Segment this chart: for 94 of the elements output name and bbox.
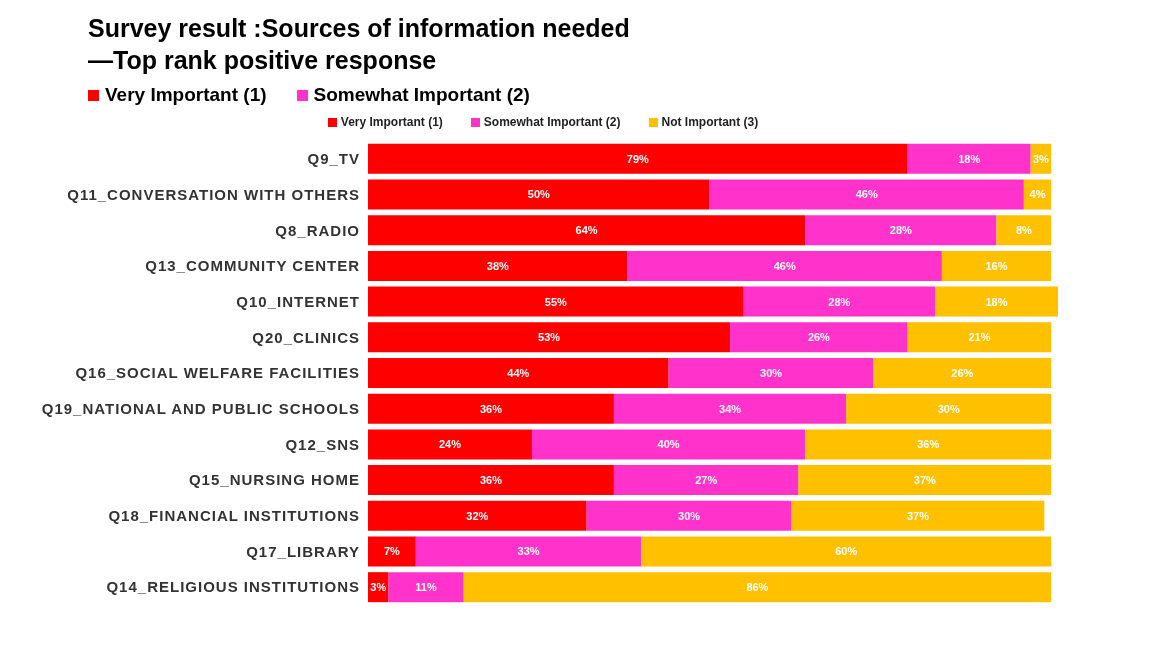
y-tick-label: Q16_SOCIAL WELFARE FACILITIES: [75, 364, 360, 382]
data-label: 60%: [835, 545, 858, 558]
bar: [531, 429, 806, 460]
bar: [368, 250, 628, 281]
bar: [907, 143, 1031, 174]
data-label: 11%: [415, 581, 437, 594]
y-tick-label: Q17_LIBRARY: [246, 542, 360, 560]
data-label: 8%: [1015, 224, 1033, 237]
data-label: 27%: [695, 473, 718, 486]
data-label: 38%: [486, 259, 510, 272]
data-label: 36%: [917, 438, 940, 451]
y-tick-label: Q15_NURSING HOME: [188, 471, 360, 489]
data-label: 79%: [626, 152, 650, 165]
y-tick-label: Q11_CONVERSATION WITH OTHERS: [67, 185, 360, 203]
legend-label: Somewhat Important (2): [482, 115, 621, 129]
y-tick-label: Q13_COMMUNITY CENTER: [145, 257, 360, 275]
bar: [941, 250, 1052, 281]
bar: [627, 250, 942, 281]
data-label: 40%: [657, 438, 680, 451]
bar: [368, 179, 710, 210]
chart-title: Survey result :Sources of information needed —Top rank positive response: [87, 13, 631, 76]
bar: [415, 536, 642, 567]
bar: [641, 536, 1052, 567]
bar: [730, 322, 908, 353]
data-label: 18%: [958, 152, 981, 165]
bar: [846, 393, 1052, 424]
y-tick-label: Q12_SNS: [285, 435, 360, 453]
bar: [368, 429, 532, 460]
bar: [463, 572, 1052, 603]
bar: [368, 393, 614, 424]
data-label: 32%: [466, 509, 489, 522]
data-label: 28%: [889, 224, 913, 237]
y-tick-label: Q10_INTERNET: [236, 292, 360, 310]
bar: [668, 358, 874, 389]
data-label: 36%: [479, 473, 503, 486]
data-label: 3%: [1032, 152, 1050, 165]
data-label: 7%: [383, 545, 401, 558]
legend-label: Not Important (3): [660, 115, 759, 129]
bar: [935, 286, 1058, 317]
data-label: 34%: [719, 402, 742, 415]
data-label: 53%: [538, 331, 561, 344]
bar: [586, 500, 792, 531]
data-label: 46%: [855, 188, 878, 201]
data-label: 24%: [438, 438, 462, 451]
bar: [368, 500, 587, 531]
data-label: 21%: [968, 331, 991, 344]
data-label: 18%: [985, 295, 1008, 308]
bar: [873, 358, 1052, 389]
y-tick-label: Q18_FINANCIAL INSTITUTIONS: [108, 507, 360, 525]
data-label: 36%: [479, 402, 503, 415]
text: Very Important (1): [104, 84, 267, 106]
data-label: 16%: [985, 259, 1008, 272]
data-label: 30%: [678, 509, 701, 522]
bar: [743, 286, 936, 317]
data-label: 50%: [527, 188, 551, 201]
y-tick-label: Q19_NATIONAL AND PUBLIC SCHOOLS: [41, 400, 360, 418]
bar: [368, 215, 806, 246]
data-label: 64%: [575, 224, 598, 237]
data-label: 37%: [906, 509, 930, 522]
bar: [709, 179, 1024, 210]
data-label: 33%: [517, 545, 540, 558]
data-label: 44%: [507, 366, 530, 379]
data-label: 28%: [828, 295, 851, 308]
data-label: 46%: [773, 259, 796, 272]
bar: [805, 215, 997, 246]
bar: [368, 322, 731, 353]
bar: [368, 358, 669, 389]
data-label: 3%: [370, 581, 387, 594]
bar: [613, 465, 799, 496]
data-label: 26%: [951, 366, 974, 379]
bar: [996, 215, 1052, 246]
text: Somewhat Important (2): [312, 84, 530, 106]
data-label: 4%: [1029, 188, 1046, 201]
data-label: 86%: [746, 581, 769, 594]
bar: [368, 143, 908, 174]
data-label: 26%: [807, 331, 831, 344]
bar: [805, 429, 1052, 460]
y-tick-label: Q20_CLINICS: [252, 328, 360, 346]
data-label: 30%: [937, 402, 960, 415]
bar: [907, 322, 1052, 353]
bar: [368, 536, 416, 567]
bar: [368, 465, 614, 496]
y-tick-label: Q9_TV: [307, 150, 360, 168]
bar: [798, 465, 1052, 496]
bar: [388, 572, 464, 603]
bar: [613, 393, 847, 424]
data-label: 37%: [913, 473, 936, 486]
legend-label: Very Important (1): [339, 115, 443, 129]
y-tick-label: Q8_RADIO: [275, 221, 360, 239]
data-label: 30%: [760, 366, 783, 379]
y-tick-label: Q14_RELIGIOUS INSTITUTIONS: [106, 578, 360, 596]
bar: [791, 500, 1045, 531]
data-label: 55%: [544, 295, 568, 308]
bar: [368, 286, 744, 317]
